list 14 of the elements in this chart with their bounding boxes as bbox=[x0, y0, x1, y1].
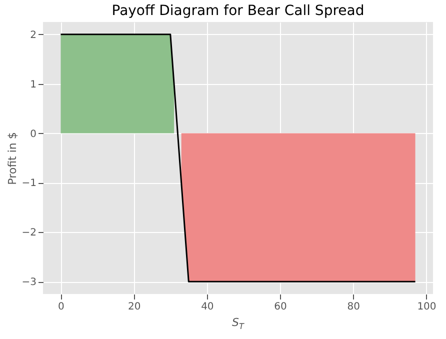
y-tick-label: −3 bbox=[22, 277, 36, 288]
y-tick-label: −2 bbox=[22, 228, 36, 239]
y-tick-label: 1 bbox=[30, 79, 36, 90]
x-tick-label: 0 bbox=[58, 302, 64, 312]
x-tick-label: 100 bbox=[417, 302, 436, 312]
x-tick-label: 80 bbox=[347, 302, 360, 312]
x-tick-label: 60 bbox=[274, 302, 287, 312]
x-tick-label: 40 bbox=[201, 302, 214, 312]
chart-title: Payoff Diagram for Bear Call Spread bbox=[112, 3, 364, 19]
y-tick-label: 2 bbox=[30, 30, 36, 41]
x-tick-label: 20 bbox=[128, 302, 141, 312]
y-tick-label: −1 bbox=[22, 178, 36, 190]
y-axis-title: Profit in $ bbox=[6, 132, 19, 185]
y-tick-label: 0 bbox=[30, 128, 36, 140]
